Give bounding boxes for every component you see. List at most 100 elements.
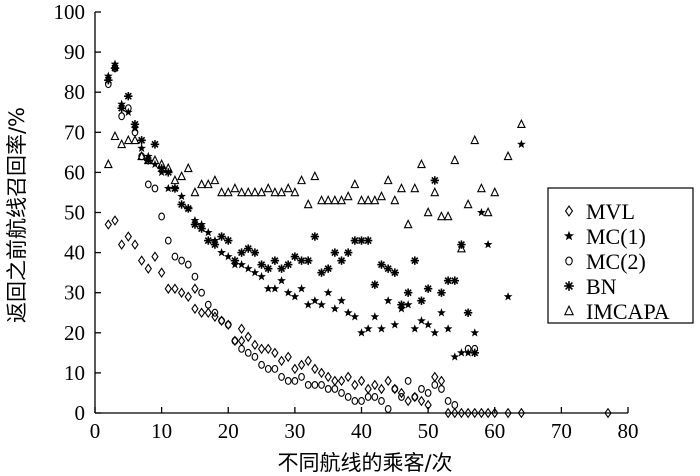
data-point [317, 195, 327, 205]
data-point [371, 379, 379, 391]
data-point [104, 75, 113, 85]
data-point [456, 243, 466, 253]
x-ticks: 0 10 20 30 40 50 60 70 80 [90, 407, 639, 443]
data-point [430, 176, 439, 185]
data-point [384, 405, 392, 413]
y-tick-label: 50 [64, 201, 85, 225]
data-point [330, 195, 340, 205]
data-point [337, 375, 346, 387]
data-point [231, 335, 239, 347]
data-point [291, 363, 299, 375]
data-point [310, 296, 320, 305]
data-point [110, 63, 120, 73]
data-point [290, 252, 300, 261]
data-point [157, 267, 166, 278]
data-point [191, 272, 199, 281]
y-tick-label: 0 [75, 401, 86, 425]
data-point [143, 154, 153, 165]
data-point [158, 212, 165, 221]
legend-marker [565, 256, 573, 266]
data-point [384, 375, 392, 387]
data-point [217, 232, 226, 241]
data-points [103, 59, 612, 419]
data-point [423, 320, 433, 329]
data-point [436, 211, 446, 221]
data-point [244, 348, 252, 357]
data-point [197, 178, 207, 189]
data-point [457, 348, 466, 357]
data-point [144, 263, 152, 274]
data-point [217, 248, 226, 257]
series-mvl [104, 215, 612, 419]
x-tick-label: 50 [418, 419, 439, 443]
data-point [357, 375, 366, 387]
data-point [103, 71, 113, 80]
data-point [411, 393, 419, 401]
data-point [371, 393, 379, 401]
data-point [464, 407, 472, 419]
data-point [190, 186, 200, 197]
data-point [210, 240, 220, 249]
data-point [163, 183, 173, 193]
y-ticks: 0 10 20 30 40 50 60 70 80 90 100 [54, 0, 101, 425]
data-point [443, 324, 453, 333]
data-point [290, 292, 300, 301]
data-point [396, 182, 406, 193]
data-point [184, 204, 193, 213]
data-point [257, 272, 266, 281]
x-tick-label: 80 [618, 419, 639, 443]
data-point [438, 384, 445, 393]
data-point [471, 407, 479, 419]
data-point [204, 300, 212, 309]
series-mc-1- [103, 59, 526, 361]
data-point [484, 407, 492, 419]
data-point [183, 162, 193, 173]
data-point [131, 239, 139, 250]
data-point [390, 320, 400, 329]
data-point [444, 407, 452, 419]
data-point [391, 383, 399, 395]
series-mc-2- [104, 64, 479, 413]
data-point [191, 283, 199, 294]
data-point [350, 178, 360, 189]
data-point [350, 312, 360, 321]
data-point [503, 292, 513, 301]
x-tick-label: 70 [551, 419, 572, 443]
data-point [311, 363, 319, 375]
data-point [283, 182, 293, 193]
data-point [357, 328, 366, 337]
data-point [343, 191, 353, 201]
data-point [297, 359, 306, 371]
data-point [284, 376, 292, 385]
data-point [190, 215, 200, 225]
data-point [397, 300, 406, 309]
data-point [157, 164, 166, 173]
data-point [290, 186, 300, 197]
data-point [130, 120, 140, 129]
data-point [223, 186, 233, 197]
data-point [444, 397, 452, 405]
data-point [477, 407, 486, 419]
data-point [257, 260, 266, 269]
data-point [437, 375, 446, 387]
data-point [403, 300, 413, 309]
data-point [304, 355, 312, 367]
data-point [443, 211, 453, 221]
data-point [297, 256, 306, 265]
data-point [343, 248, 353, 257]
data-point [250, 268, 260, 277]
data-point [244, 244, 253, 253]
data-point [343, 308, 353, 317]
data-point [411, 391, 419, 403]
data-point [457, 407, 466, 419]
data-point [410, 256, 419, 265]
data-point [424, 399, 432, 411]
data-point [377, 191, 386, 201]
data-point [284, 260, 293, 269]
data-point [303, 199, 313, 209]
data-point [450, 276, 459, 285]
data-point [157, 158, 167, 169]
data-point [470, 348, 479, 358]
